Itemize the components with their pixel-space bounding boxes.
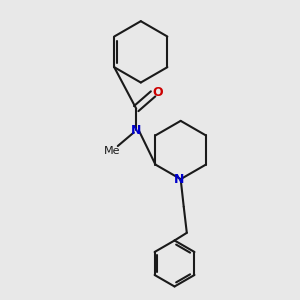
Text: N: N [131,124,141,136]
Text: Me: Me [104,146,121,156]
Text: O: O [153,86,163,99]
Text: N: N [174,172,184,186]
